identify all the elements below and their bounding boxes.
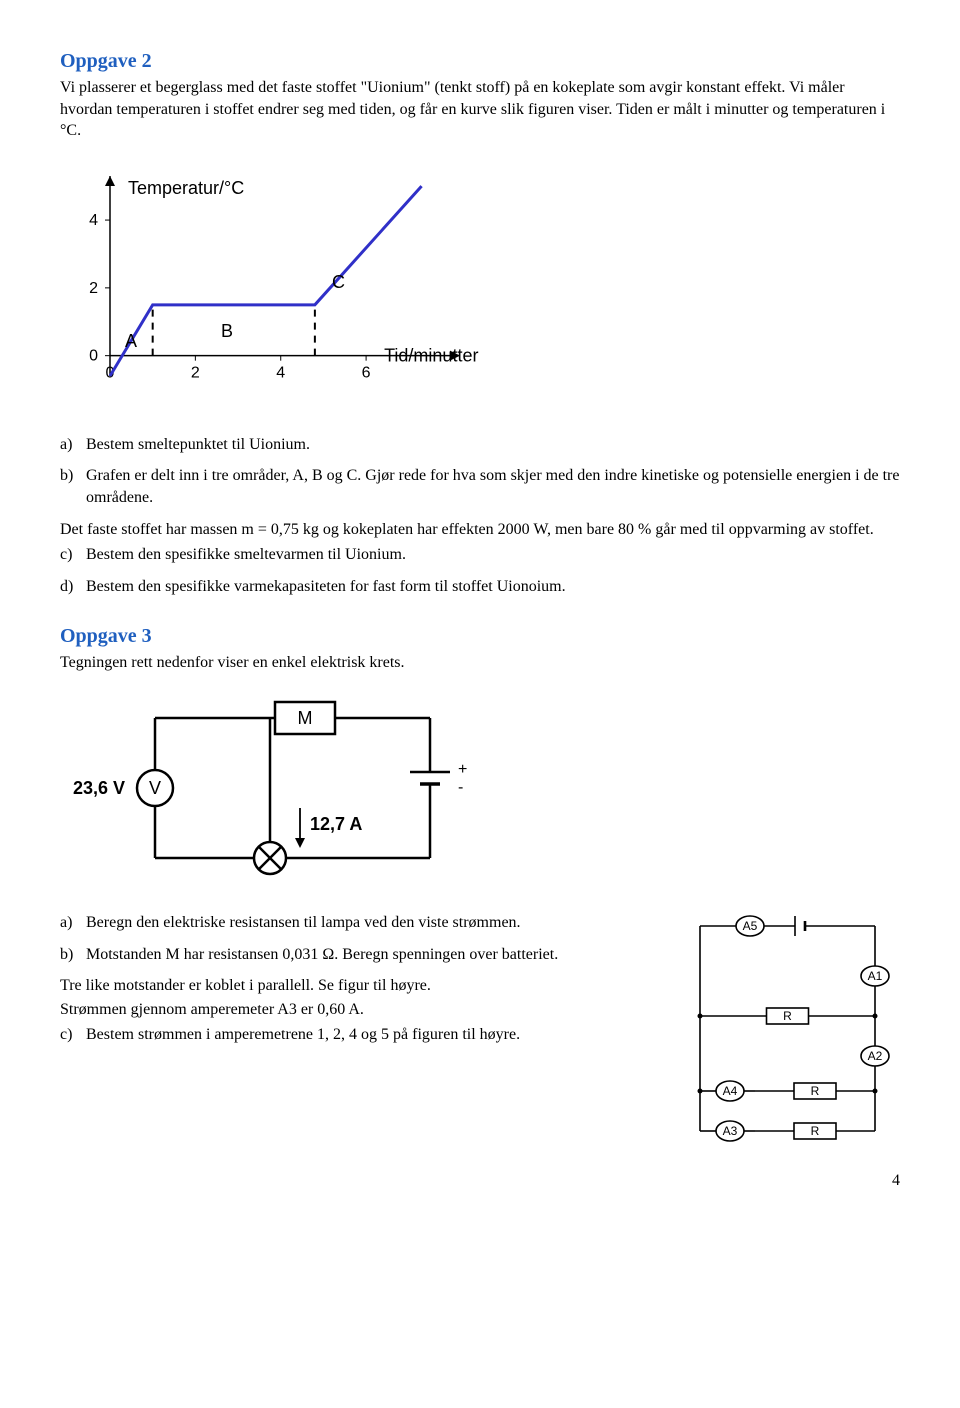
svg-text:23,6 V: 23,6 V [73, 778, 125, 798]
svg-text:A: A [125, 331, 137, 351]
oppg2-mid-1: Det faste stoffet har massen [60, 521, 241, 538]
heading-oppgave-2: Oppgave 2 [60, 48, 900, 75]
oppg2-d-text: Bestem den spesifikke varmekapasiteten f… [86, 576, 900, 598]
svg-text:0: 0 [89, 347, 98, 364]
oppg3-mid-2: Strømmen gjennom amperemeter A3 er 0,60 … [60, 999, 667, 1021]
circuit-diagram-2: A5 A1 A2 R A4 R A3 R [675, 906, 900, 1146]
svg-text:4: 4 [276, 364, 285, 381]
svg-text:V: V [149, 778, 161, 798]
svg-text:2: 2 [191, 364, 200, 381]
svg-text:R: R [811, 1124, 820, 1138]
oppg2-mid-eq: m = 0,75 kg [241, 521, 318, 538]
oppg2-a-text: Bestem smeltepunktet til Uionium. [86, 434, 900, 456]
svg-text:12,7 A: 12,7 A [310, 814, 362, 834]
svg-text:-: - [458, 779, 463, 796]
oppg3-c-text: Bestem strømmen i amperemetrene 1, 2, 4 … [86, 1024, 667, 1046]
oppg3-intro: Tegningen rett nedenfor viser en enkel e… [60, 652, 900, 674]
svg-text:+: + [458, 761, 467, 778]
oppg2-a-marker: a) [60, 434, 86, 456]
temperature-chart: 0246024Temperatur/°CTid/minutterABC [60, 156, 900, 416]
oppg2-mid-text: Det faste stoffet har massen m = 0,75 kg… [60, 519, 900, 541]
svg-text:A4: A4 [723, 1084, 738, 1098]
oppg3-a-text: Beregn den elektriske resistansen til la… [86, 912, 667, 934]
svg-text:Tid/minutter: Tid/minutter [384, 345, 478, 365]
oppg2-b-marker: b) [60, 465, 86, 508]
svg-text:6: 6 [362, 364, 371, 381]
oppg3-a-marker: a) [60, 912, 86, 934]
oppg2-intro: Vi plasserer et begerglass med det faste… [60, 77, 900, 142]
svg-text:A3: A3 [723, 1124, 738, 1138]
svg-text:Temperatur/°C: Temperatur/°C [128, 178, 244, 198]
svg-text:2: 2 [89, 280, 98, 297]
heading-oppgave-3: Oppgave 3 [60, 623, 900, 650]
svg-text:B: B [221, 321, 233, 341]
svg-text:4: 4 [89, 212, 98, 229]
svg-text:A1: A1 [868, 969, 883, 983]
svg-text:A2: A2 [868, 1049, 883, 1063]
svg-text:R: R [811, 1084, 820, 1098]
svg-text:R: R [783, 1009, 792, 1023]
oppg2-d-marker: d) [60, 576, 86, 598]
oppg2-c-text: Bestem den spesifikke smeltevarmen til U… [86, 544, 900, 566]
page-number: 4 [60, 1170, 900, 1192]
svg-text:A5: A5 [743, 919, 758, 933]
oppg2-b-text: Grafen er delt inn i tre områder, A, B o… [86, 465, 900, 508]
oppg3-b-text: Motstanden M har resistansen 0,031 Ω. Be… [86, 944, 667, 966]
circuit-diagram-1: M +- V 23,6 V 12,7 A [60, 688, 900, 888]
svg-text:M: M [298, 708, 313, 728]
oppg3-c-marker: c) [60, 1024, 86, 1046]
svg-text:C: C [332, 272, 345, 292]
oppg3-mid-1: Tre like motstander er koblet i parallel… [60, 975, 667, 997]
oppg2-c-marker: c) [60, 544, 86, 566]
oppg3-b-marker: b) [60, 944, 86, 966]
oppg2-mid-2: og kokeplaten har effekten 2000 W, men b… [319, 521, 874, 538]
